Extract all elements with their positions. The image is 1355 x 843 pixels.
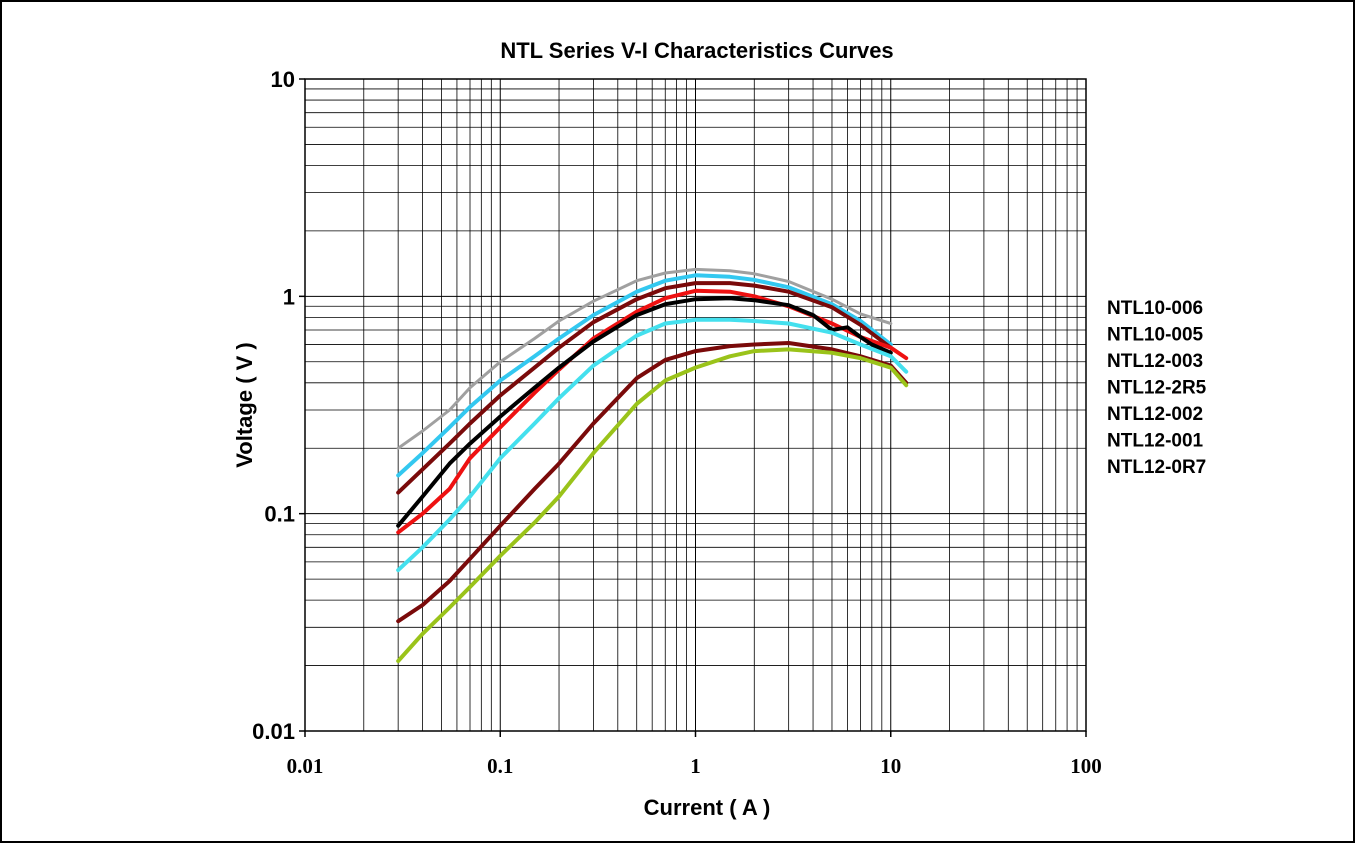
- series-group: [396, 267, 909, 663]
- series-line-2: [396, 273, 893, 478]
- series-line-5: [396, 296, 893, 528]
- y-tick-label: 10: [271, 67, 295, 92]
- series-line-8: [396, 347, 909, 663]
- x-tick-label: 1: [690, 754, 701, 778]
- series-line-7: [396, 341, 909, 624]
- series-line-4: [396, 288, 909, 535]
- legend-item: NTL12-002: [1107, 404, 1203, 425]
- legend-item: NTL12-001: [1107, 431, 1204, 452]
- x-tick-label: 10: [880, 754, 901, 778]
- x-axis-label: Current ( A ): [644, 795, 771, 820]
- series-line-6: [396, 317, 909, 573]
- series-line-1: [396, 267, 893, 450]
- legend-item: NTL12-2R5: [1107, 378, 1207, 399]
- y-tick-label: 0.1: [264, 502, 295, 527]
- legend-item: NTL10-005: [1107, 325, 1204, 346]
- legend-item: NTL10-006: [1107, 298, 1203, 319]
- y-tick-label: 0.01: [252, 719, 295, 744]
- series-line-3: [396, 281, 893, 495]
- x-tick-label: 0.01: [287, 754, 324, 778]
- chart-title: NTL Series V-I Characteristics Curves: [500, 38, 893, 63]
- legend-item: NTL12-003: [1107, 351, 1203, 372]
- x-tick-label: 100: [1070, 754, 1102, 778]
- legend: NTL10-006 NTL10-005 NTL12-003 NTL12-2R5 NTL1…: [1107, 298, 1207, 478]
- y-axis-label: Voltage ( V ): [232, 342, 257, 468]
- legend-item: NTL12-0R7: [1107, 457, 1206, 478]
- y-tick-label: 1: [283, 284, 295, 309]
- x-tick-label: 0.1: [487, 754, 513, 778]
- x-axis-ticks: 0.01 0.1 1 10 100: [287, 731, 1102, 778]
- y-axis-ticks: 0.01 0.1 1 10: [252, 67, 305, 744]
